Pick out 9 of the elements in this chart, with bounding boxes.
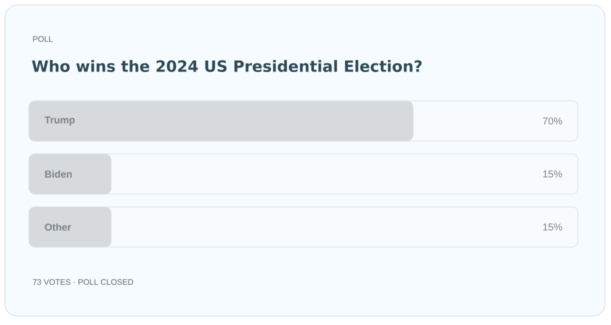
y-tick-label: Trump — [44, 116, 75, 126]
chart-title: Who wins the 2024 US Presidential Election? — [32, 60, 422, 72]
text: 73 VOTES · POLL CLOSED — [32, 279, 134, 285]
data-label: 15% — [543, 223, 562, 231]
y-tick-label: Other — [44, 223, 72, 231]
text: POLL — [33, 36, 53, 42]
y-tick-label: Biden — [45, 170, 72, 178]
data-label: 15% — [543, 170, 562, 178]
data-label: 70% — [542, 117, 562, 125]
